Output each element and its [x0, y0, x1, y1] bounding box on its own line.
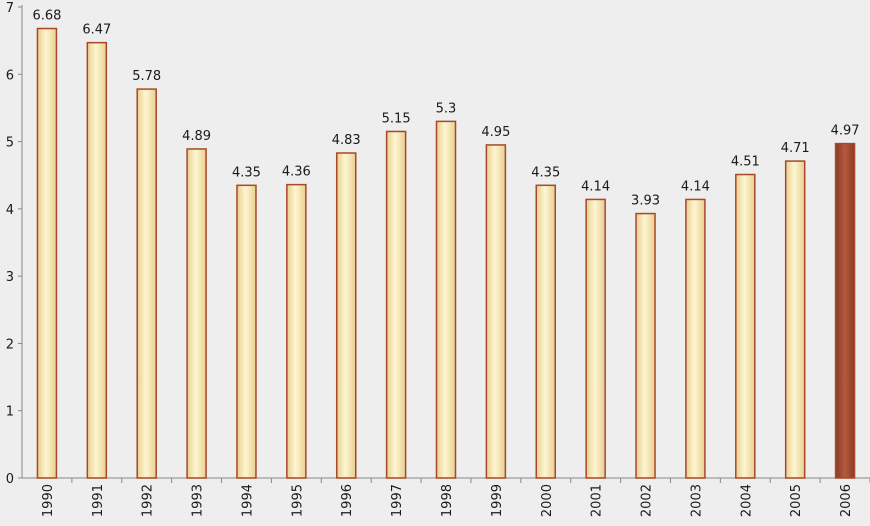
bar-1993 [186, 148, 207, 479]
bar-2002 [635, 212, 656, 479]
x-tick-label: 2005 [789, 484, 804, 517]
x-tick-label: 1995 [290, 484, 305, 517]
x-tick-label: 1992 [141, 484, 156, 517]
bar-1991 [86, 41, 108, 479]
x-tick-label: 1999 [490, 484, 505, 517]
data-label: 5.15 [382, 111, 411, 126]
category-labels: 1990 1991 1992 1993 1994 1995 1996 1997 1998 1999… [41, 484, 854, 517]
y-tick-label: 7 [6, 1, 14, 16]
x-tick-label: 2000 [540, 484, 555, 517]
x-tick-label: 2001 [590, 484, 605, 517]
bar-1997 [385, 130, 407, 479]
y-tick-label: 6 [6, 68, 14, 83]
x-tick-label: 2002 [640, 484, 655, 517]
data-label: 6.47 [82, 23, 111, 38]
data-labels: 6.68 6.47 5.78 4.89 4.35 4.36 4.83 5.15 5.3 4.95 4… [32, 9, 859, 209]
x-tick-label: 1991 [91, 484, 106, 517]
data-label: 4.14 [581, 179, 610, 194]
bar-1998 [435, 120, 457, 479]
x-tick-label: 2006 [839, 484, 854, 517]
bar-2004 [735, 173, 756, 479]
data-label: 4.35 [232, 165, 261, 180]
bar-1992 [136, 88, 157, 479]
data-label: 4.71 [781, 141, 810, 156]
x-tick-label: 1990 [41, 484, 56, 517]
y-tick-label: 5 [6, 136, 14, 151]
data-label: 5.3 [436, 101, 457, 116]
data-label: 4.51 [731, 155, 760, 170]
bar-1990 [36, 27, 58, 479]
bar-1995 [286, 183, 307, 479]
y-tick-label: 1 [6, 405, 14, 420]
bar-1994 [236, 184, 257, 479]
bar-2003 [685, 198, 706, 479]
y-tick-label: 4 [6, 203, 14, 218]
data-label: 5.78 [132, 69, 161, 84]
y-tick-label: 2 [6, 337, 14, 352]
x-tick-label: 2003 [689, 484, 704, 517]
x-tick-label: 1998 [440, 484, 455, 517]
data-label: 6.68 [32, 9, 61, 24]
y-tick-label: 3 [6, 270, 14, 285]
data-label: 3.93 [631, 194, 660, 209]
bar-2000 [535, 184, 557, 479]
data-label: 4.36 [282, 165, 311, 180]
x-tick-label: 1993 [191, 484, 206, 517]
data-label: 4.83 [332, 133, 361, 148]
y-axis: 0 1 2 3 4 5 6 7 [6, 1, 23, 487]
bar-2006 [834, 142, 856, 479]
x-tick-label: 1996 [340, 484, 355, 517]
x-tick-label: 1997 [390, 484, 405, 517]
y-tick-label: 0 [6, 472, 14, 487]
data-label: 4.97 [831, 124, 860, 139]
bars [36, 27, 856, 479]
data-label: 4.89 [182, 129, 211, 144]
x-tick-label: 1994 [240, 484, 255, 517]
data-label: 4.14 [681, 179, 710, 194]
data-label: 4.95 [481, 125, 510, 140]
bar-2005 [784, 160, 806, 479]
bar-1996 [335, 152, 357, 479]
data-label: 4.35 [531, 165, 560, 180]
x-tick-label: 2004 [739, 484, 754, 517]
bar-1999 [485, 144, 507, 479]
bar-2001 [585, 198, 606, 479]
